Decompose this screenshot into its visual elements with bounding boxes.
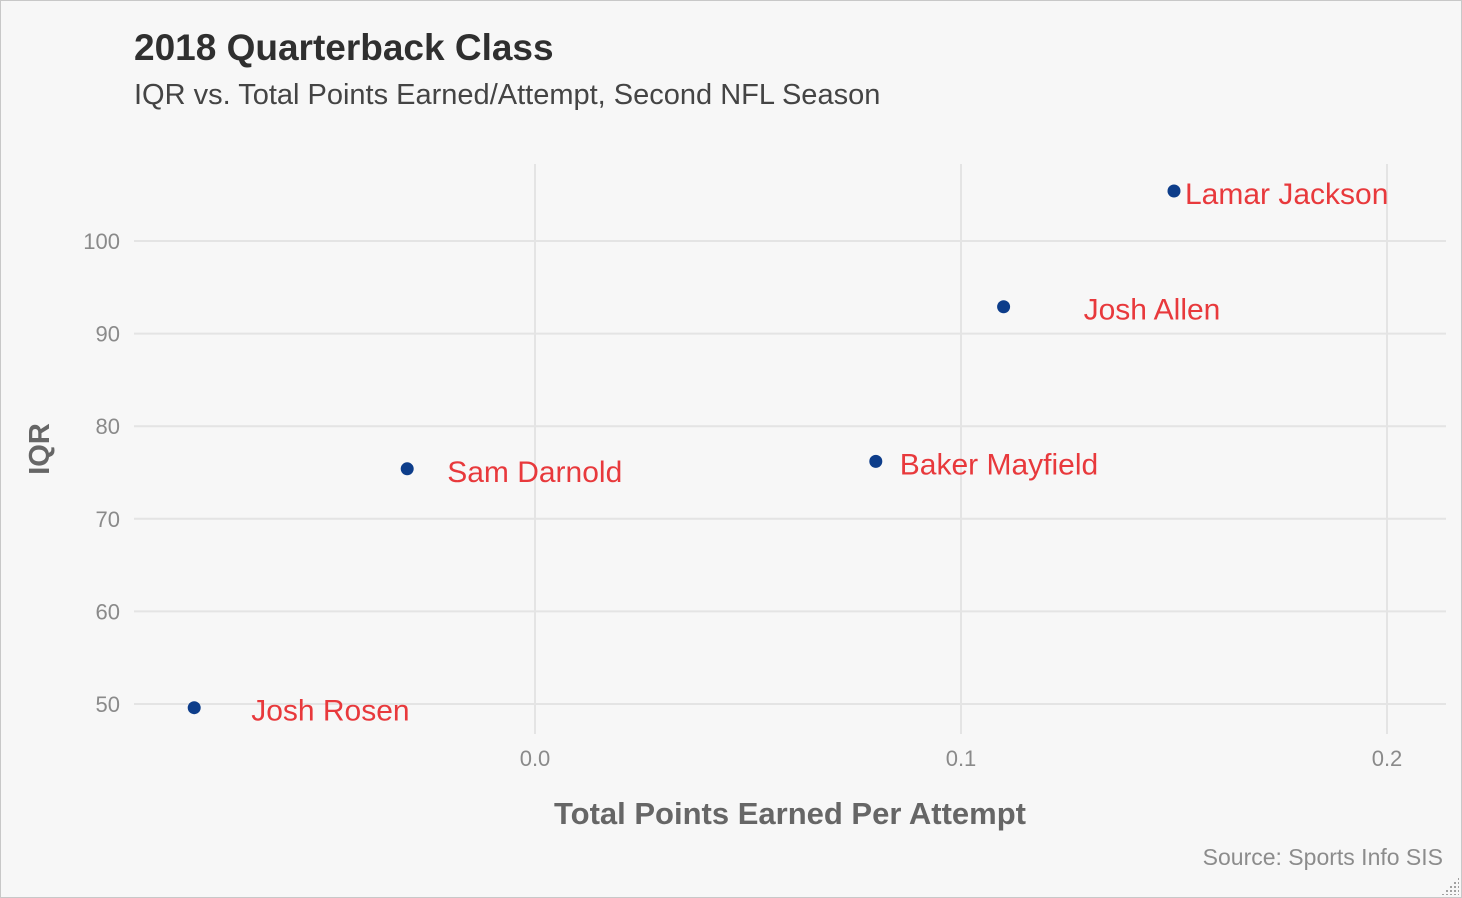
- data-point: [187, 701, 201, 715]
- data-points: [187, 184, 1181, 715]
- x-axis-title: Total Points Earned Per Attempt: [554, 796, 1026, 831]
- chart-title: 2018 Quarterback Class: [134, 27, 554, 68]
- chart-subtitle: IQR vs. Total Points Earned/Attempt, Sec…: [134, 79, 881, 111]
- grid-lines: [134, 164, 1446, 734]
- data-point: [1167, 184, 1181, 198]
- axis-ticks: 50 60 70 80 90 100 0.0 0.1 0.2: [83, 229, 1402, 771]
- point-label: Josh Allen: [1084, 294, 1221, 327]
- data-point: [869, 454, 883, 468]
- x-tick-label: 0.1: [946, 746, 977, 771]
- x-tick-label: 0.0: [520, 746, 551, 771]
- point-labels: Lamar Jackson Josh Allen Baker Mayfield Sam…: [251, 178, 1388, 728]
- x-tick-label: 0.2: [1372, 746, 1403, 771]
- y-tick-label: 80: [96, 414, 120, 439]
- y-tick-label: 60: [96, 599, 120, 624]
- point-label: Baker Mayfield: [900, 448, 1098, 481]
- point-label: Lamar Jackson: [1185, 178, 1388, 211]
- data-point: [997, 300, 1011, 314]
- y-tick-label: 50: [96, 692, 120, 717]
- data-point: [400, 462, 414, 476]
- point-label: Sam Darnold: [447, 456, 622, 489]
- y-tick-label: 70: [96, 507, 120, 532]
- y-tick-label: 100: [83, 229, 120, 254]
- point-label: Josh Rosen: [251, 695, 409, 728]
- y-tick-label: 90: [96, 322, 120, 347]
- y-axis-title: IQR: [24, 423, 56, 475]
- source-note: Source: Sports Info SIS: [1202, 844, 1443, 870]
